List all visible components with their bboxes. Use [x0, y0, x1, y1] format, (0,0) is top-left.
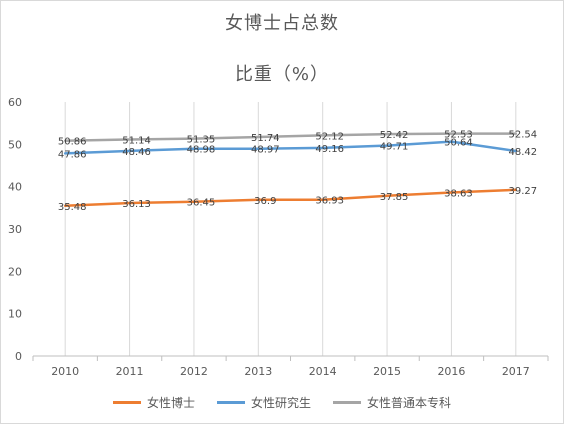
- chart-title: 女博士占总数: [225, 13, 339, 34]
- legend-item: 女性普通本专科: [333, 394, 451, 411]
- data-label: 38.63: [444, 188, 473, 199]
- data-label: 52.42: [380, 130, 409, 141]
- legend: 女性博士 女性研究生 女性普通本专科: [0, 394, 564, 411]
- data-label: 49.71: [380, 142, 409, 153]
- data-label: 47.86: [58, 149, 87, 160]
- series-line-1: [63, 140, 518, 155]
- data-label: 52.54: [508, 130, 537, 141]
- chart-subtitle: 比重（%）: [234, 64, 330, 85]
- data-label: 50.86: [58, 137, 87, 148]
- data-label: 36.9: [254, 196, 276, 207]
- y-tick-label: 30: [8, 223, 22, 236]
- x-tick-label: 2012: [180, 365, 208, 378]
- data-label: 37.85: [380, 192, 409, 203]
- x-tick-label: 2016: [437, 365, 465, 378]
- series-line-0: [63, 188, 518, 208]
- legend-label: 女性普通本专科: [367, 396, 452, 410]
- data-label: 49.16: [315, 144, 344, 155]
- x-tick-label: 2010: [51, 365, 79, 378]
- data-label: 36.13: [122, 199, 151, 210]
- legend-item: 女性研究生: [216, 394, 311, 411]
- data-label: 48.46: [122, 147, 151, 158]
- x-tick-label: 2015: [373, 365, 401, 378]
- data-label: 48.42: [508, 147, 537, 158]
- legend-item: 女性博士: [112, 394, 195, 411]
- legend-swatch: [216, 401, 245, 404]
- x-tick-label: 2011: [116, 365, 144, 378]
- data-label: 48.98: [187, 145, 216, 156]
- legend-swatch: [333, 401, 361, 404]
- data-label: 39.27: [508, 186, 537, 197]
- data-label: 36.93: [315, 196, 344, 207]
- data-label: 51.14: [122, 136, 151, 147]
- data-label: 50.64: [444, 138, 473, 149]
- y-tick-label: 10: [8, 308, 22, 321]
- legend-label: 女性博士: [146, 396, 195, 410]
- y-tick-label: 0: [15, 350, 22, 363]
- data-label: 52.12: [315, 131, 344, 142]
- y-tick-label: 20: [8, 265, 22, 278]
- data-label: 48.97: [251, 145, 280, 156]
- y-tick-label: 60: [8, 96, 22, 109]
- data-label: 36.45: [187, 198, 216, 209]
- data-label: 52.53: [444, 130, 473, 141]
- data-label: 51.35: [187, 135, 216, 146]
- legend-label: 女性研究生: [250, 396, 311, 410]
- data-label: 35.48: [58, 202, 87, 213]
- x-tick-label: 2014: [309, 365, 337, 378]
- data-label: 51.74: [251, 133, 280, 144]
- y-tick-label: 40: [8, 181, 22, 194]
- legend-swatch: [112, 401, 141, 404]
- x-tick-label: 2013: [244, 365, 272, 378]
- y-tick-label: 50: [8, 138, 22, 151]
- series-line-2: [63, 132, 518, 142]
- x-tick-label: 2017: [502, 365, 530, 378]
